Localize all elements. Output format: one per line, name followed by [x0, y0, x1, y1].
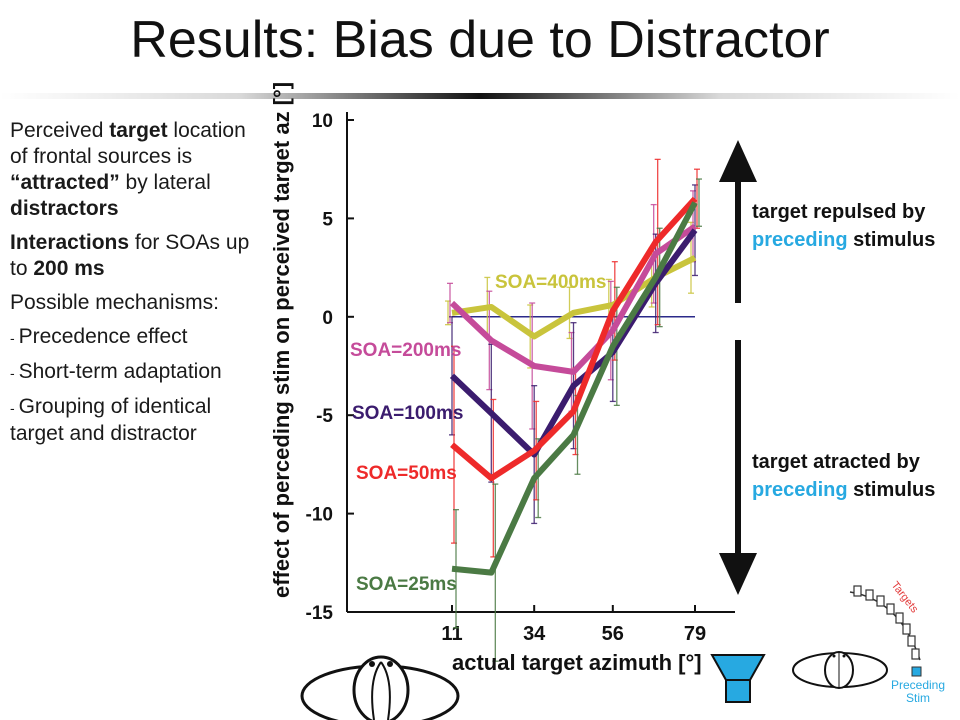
title-divider	[0, 93, 960, 99]
attracted-label: target atracted by	[752, 451, 921, 473]
bullet-interactions: Interactions for SOAs up to 200 ms	[10, 230, 250, 282]
y-axis-label: effect of perceding stim on perceived ta…	[269, 82, 294, 598]
preceding-stim-label-2: Stim	[906, 691, 930, 705]
stimulus-word: stimulus	[848, 479, 936, 501]
y-tick-label: 5	[322, 209, 333, 230]
series-label: SOA=100ms	[352, 403, 463, 424]
dash: -	[10, 400, 19, 416]
y-tick-label: 10	[312, 111, 333, 132]
preceding-stim-label: Preceding	[891, 678, 945, 692]
repulsed-label-2: preceding stimulus	[752, 229, 935, 251]
series-label: SOA=25ms	[356, 574, 457, 595]
attracted-label-2: preceding stimulus	[752, 479, 935, 501]
x-tick-label: 79	[684, 623, 706, 645]
series-line	[449, 223, 697, 375]
bullet-text: by lateral	[119, 171, 211, 194]
bullet-list: Perceived target location of frontal sou…	[10, 118, 250, 455]
up-arrow-icon	[719, 140, 757, 303]
bullet-emphasis: 200 ms	[33, 257, 105, 280]
bullet-text: location of frontal sources is	[10, 119, 246, 168]
mechanism-item: - Grouping of identical target and distr…	[10, 394, 250, 447]
dash: -	[10, 365, 19, 381]
mechanism-text: Precedence effect	[18, 325, 188, 348]
bullet-mechanisms: Possible mechanisms:	[10, 291, 219, 314]
x-axis-label: actual target azimuth [°]	[452, 650, 702, 675]
series-labels: SOA=400ms SOA=200ms SOA=100ms SOA=50ms SOA=2…	[350, 272, 606, 595]
x-tick-label: 34	[523, 623, 546, 645]
series-line	[450, 196, 698, 482]
head-illustration-icon	[300, 655, 460, 720]
bullet-text: for SOAs up to	[10, 231, 250, 280]
chart-axes	[346, 112, 735, 613]
bullet-emphasis: “attracted”	[10, 171, 120, 194]
x-ticks: 11 34 56 79	[441, 605, 706, 645]
series-label: SOA=400ms	[495, 272, 606, 293]
bullet-emphasis: distractors	[10, 197, 119, 220]
mechanism-text: Short-term adaptation	[18, 360, 222, 383]
down-arrow-icon	[719, 340, 757, 595]
y-tick-label: -10	[306, 505, 333, 526]
y-tick-label: 0	[322, 308, 333, 329]
bullet-emphasis: Interactions	[10, 231, 130, 254]
preceding-word: preceding	[752, 479, 848, 501]
y-ticks: 10 5 0 -5 -10 -15	[306, 111, 354, 624]
series-line	[449, 228, 698, 458]
y-tick-label: -15	[306, 603, 334, 624]
series-line	[451, 201, 698, 576]
preceding-word: preceding	[752, 229, 848, 251]
series-label: SOA=50ms	[356, 463, 457, 484]
stimulus-word: stimulus	[848, 229, 936, 251]
y-tick-label: -5	[316, 406, 333, 427]
x-tick-label: 56	[602, 623, 624, 645]
bullet-text: Perceived	[10, 119, 110, 142]
mechanism-item: - Short-term adaptation	[10, 359, 250, 386]
series-label: SOA=200ms	[350, 340, 461, 361]
bullet-attraction: Perceived target location of frontal sou…	[10, 118, 250, 222]
mechanism-text: Grouping of identical target and distrac…	[10, 395, 212, 445]
x-tick-label: 11	[441, 623, 462, 645]
slide-title: Results: Bias due to Distractor	[130, 11, 830, 69]
mechanism-item: - Precedence effect	[10, 324, 250, 351]
repulsed-label: target repulsed by	[752, 201, 926, 223]
setup-diagram-icon	[792, 585, 922, 689]
loudspeaker-icon	[710, 654, 766, 703]
series-lines	[449, 196, 698, 576]
bullet-emphasis: target	[109, 119, 168, 142]
dash: -	[10, 330, 19, 346]
